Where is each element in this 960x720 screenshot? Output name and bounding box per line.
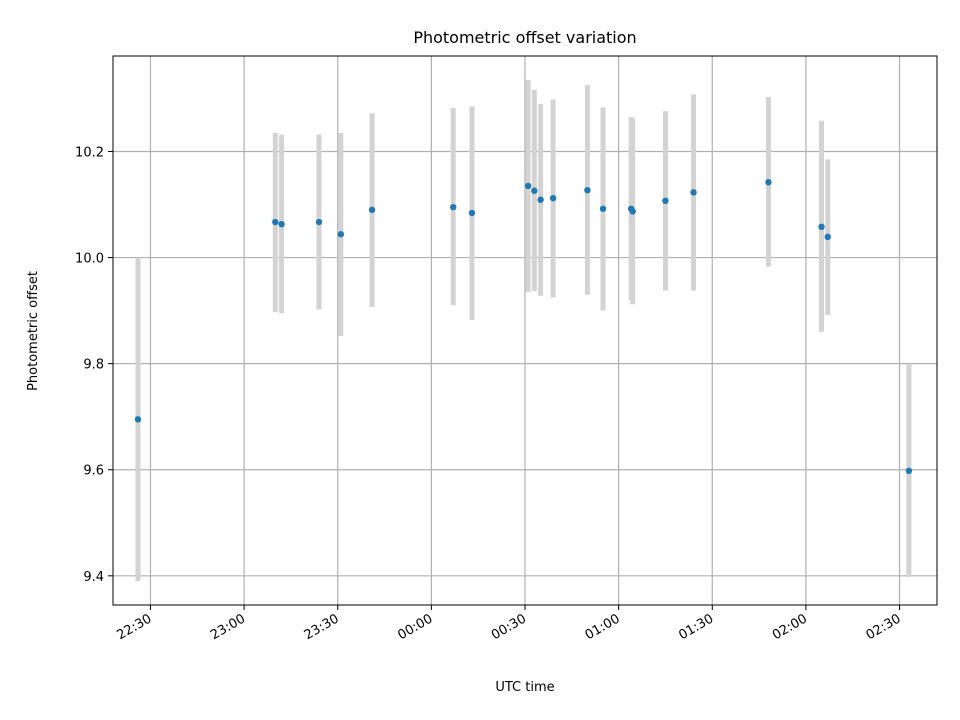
data-point bbox=[765, 179, 772, 186]
y-tick-label: 10.0 bbox=[75, 252, 104, 267]
error-bars bbox=[135, 79, 912, 582]
data-point bbox=[690, 189, 697, 196]
data-point bbox=[134, 416, 142, 423]
data-point bbox=[368, 206, 376, 214]
x-tick-label: 23:30 bbox=[302, 611, 342, 643]
x-tick-label: 02:00 bbox=[770, 611, 810, 643]
x-tick-label: 00:00 bbox=[395, 611, 435, 643]
data-point bbox=[272, 218, 279, 226]
y-tick-label: 9.8 bbox=[83, 358, 104, 373]
data-point bbox=[450, 203, 457, 211]
y-tick-label: 10.2 bbox=[75, 145, 104, 160]
data-point bbox=[531, 187, 538, 194]
data-point bbox=[599, 205, 607, 212]
x-tick-label: 01:30 bbox=[676, 611, 716, 643]
data-point bbox=[905, 467, 913, 474]
y-tick-label: 9.4 bbox=[83, 570, 104, 585]
y-axis-label: Photometric offset bbox=[26, 271, 41, 391]
data-point bbox=[337, 231, 345, 238]
data-points bbox=[134, 179, 913, 474]
data-point bbox=[629, 208, 636, 215]
y-tick-label: 9.6 bbox=[83, 464, 104, 479]
x-axis-label: UTC time bbox=[495, 680, 554, 695]
x-tick-label: 00:30 bbox=[489, 611, 529, 643]
data-point bbox=[662, 197, 669, 205]
data-point bbox=[278, 220, 285, 228]
data-point bbox=[315, 218, 323, 226]
x-tick-label: 02:30 bbox=[864, 611, 904, 643]
data-point bbox=[584, 187, 591, 194]
data-point bbox=[549, 194, 557, 202]
axis-ticks: 22:30 23:00 23:30 00:00 00:30 01:00 01:30 02:00… bbox=[75, 145, 903, 643]
x-tick-label: 23:00 bbox=[208, 611, 248, 643]
x-tick-label: 01:00 bbox=[583, 611, 623, 643]
grid-lines bbox=[113, 56, 937, 605]
data-point bbox=[468, 209, 476, 217]
data-point bbox=[818, 223, 825, 230]
chart-title: Photometric offset variation bbox=[413, 28, 636, 47]
x-tick-label: 22:30 bbox=[115, 611, 155, 643]
data-point bbox=[537, 196, 544, 203]
data-point bbox=[824, 233, 831, 241]
data-point bbox=[524, 182, 532, 190]
